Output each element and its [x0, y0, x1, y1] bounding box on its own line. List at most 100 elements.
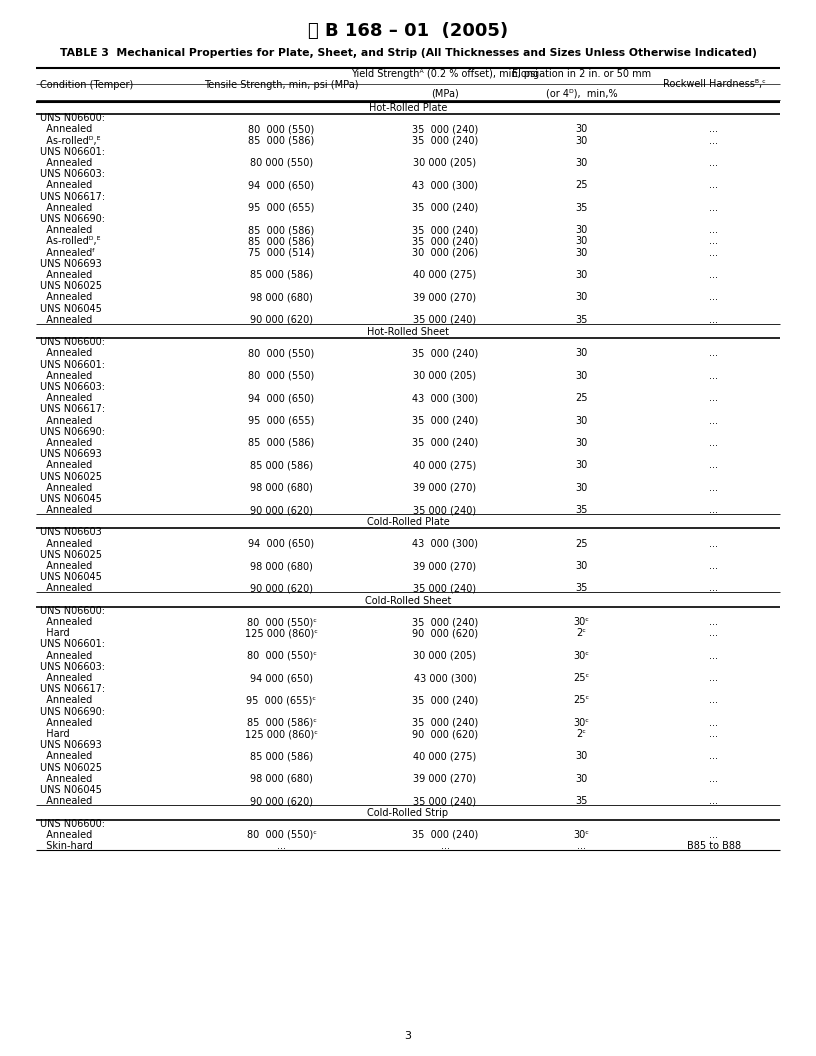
Text: 35: 35	[575, 203, 588, 212]
Text: 94  000 (650): 94 000 (650)	[248, 539, 314, 549]
Text: 43  000 (300): 43 000 (300)	[412, 539, 478, 549]
Text: 30: 30	[575, 371, 588, 381]
Text: 35: 35	[575, 584, 588, 593]
Text: 30ᶜ: 30ᶜ	[574, 617, 589, 627]
Text: 95  000 (655): 95 000 (655)	[248, 203, 315, 212]
Text: 85 000 (586): 85 000 (586)	[250, 752, 313, 761]
Text: ...: ...	[709, 371, 719, 381]
Text: 35  000 (240): 35 000 (240)	[412, 438, 478, 448]
Text: ...: ...	[709, 774, 719, 784]
Text: 35  000 (240): 35 000 (240)	[412, 617, 478, 627]
Text: 30 000 (205): 30 000 (205)	[414, 158, 477, 168]
Text: 30 000 (205): 30 000 (205)	[414, 650, 477, 661]
Text: Annealed: Annealed	[40, 505, 92, 515]
Text: B85 to B88: B85 to B88	[687, 841, 741, 851]
Text: UNS N06617:: UNS N06617:	[40, 404, 105, 414]
Text: UNS N06600:: UNS N06600:	[40, 337, 105, 347]
Text: ...: ...	[709, 225, 719, 235]
Text: UNS N06693: UNS N06693	[40, 740, 102, 750]
Text: ...: ...	[709, 181, 719, 190]
Text: UNS N06603: UNS N06603	[40, 528, 102, 538]
Text: 30: 30	[575, 125, 588, 134]
Text: 125 000 (860)ᶜ: 125 000 (860)ᶜ	[245, 628, 318, 638]
Text: ...: ...	[577, 841, 586, 851]
Text: 25ᶜ: 25ᶜ	[574, 673, 590, 683]
Text: 39 000 (270): 39 000 (270)	[414, 293, 477, 302]
Text: Annealed: Annealed	[40, 752, 92, 761]
Text: 40 000 (275): 40 000 (275)	[414, 460, 477, 470]
Text: 30: 30	[575, 774, 588, 784]
Text: ...: ...	[709, 696, 719, 705]
Text: ...: ...	[709, 348, 719, 358]
Text: ...: ...	[277, 841, 286, 851]
Text: Annealed: Annealed	[40, 371, 92, 381]
Text: ...: ...	[709, 584, 719, 593]
Text: 40 000 (275): 40 000 (275)	[414, 270, 477, 280]
Text: ...: ...	[709, 415, 719, 426]
Text: 90  000 (620): 90 000 (620)	[412, 628, 478, 638]
Text: 30: 30	[575, 561, 588, 571]
Text: 80  000 (550): 80 000 (550)	[248, 348, 315, 358]
Text: 30: 30	[575, 438, 588, 448]
Text: 35 000 (240): 35 000 (240)	[414, 315, 477, 325]
Text: UNS N06617:: UNS N06617:	[40, 191, 105, 202]
Text: Hard: Hard	[40, 729, 69, 739]
Text: TABLE 3  Mechanical Properties for Plate, Sheet, and Strip (All Thicknesses and : TABLE 3 Mechanical Properties for Plate,…	[60, 48, 756, 58]
Text: ...: ...	[709, 158, 719, 168]
Text: ...: ...	[709, 650, 719, 661]
Text: 30ᶜ: 30ᶜ	[574, 718, 589, 728]
Text: UNS N06025: UNS N06025	[40, 281, 102, 291]
Text: ...: ...	[709, 293, 719, 302]
Text: 35  000 (240): 35 000 (240)	[412, 135, 478, 146]
Text: Annealed: Annealed	[40, 125, 92, 134]
Text: Elongation in 2 in. or 50 mm: Elongation in 2 in. or 50 mm	[512, 69, 651, 79]
Text: 39 000 (270): 39 000 (270)	[414, 483, 477, 493]
Text: (or 4ᴰ),  min,%: (or 4ᴰ), min,%	[546, 89, 618, 98]
Text: 30: 30	[575, 752, 588, 761]
Text: 85  000 (586)ᶜ: 85 000 (586)ᶜ	[246, 718, 317, 728]
Text: 35: 35	[575, 796, 588, 806]
Text: ...: ...	[709, 505, 719, 515]
Text: Hot-Rolled Sheet: Hot-Rolled Sheet	[367, 327, 449, 337]
Text: 25: 25	[575, 539, 588, 549]
Text: 125 000 (860)ᶜ: 125 000 (860)ᶜ	[245, 729, 318, 739]
Text: ...: ...	[709, 135, 719, 146]
Text: UNS N06025: UNS N06025	[40, 472, 102, 482]
Text: 30: 30	[575, 237, 588, 246]
Text: Cold-Rolled Sheet: Cold-Rolled Sheet	[365, 596, 451, 606]
Text: 43  000 (300): 43 000 (300)	[412, 393, 478, 403]
Text: Annealed: Annealed	[40, 650, 92, 661]
Text: ...: ...	[709, 270, 719, 280]
Text: UNS N06600:: UNS N06600:	[40, 113, 105, 124]
Text: 80  000 (550)ᶜ: 80 000 (550)ᶜ	[246, 617, 317, 627]
Text: 80  000 (550): 80 000 (550)	[248, 125, 315, 134]
Text: Annealed: Annealed	[40, 539, 92, 549]
Text: 30: 30	[575, 247, 588, 258]
Text: 35 000 (240): 35 000 (240)	[414, 505, 477, 515]
Text: 98 000 (680): 98 000 (680)	[250, 774, 313, 784]
Text: 85 000 (586): 85 000 (586)	[250, 460, 313, 470]
Text: 90 000 (620): 90 000 (620)	[250, 584, 313, 593]
Text: ...: ...	[709, 203, 719, 212]
Text: ...: ...	[709, 393, 719, 403]
Text: 95  000 (655): 95 000 (655)	[248, 415, 315, 426]
Text: 98 000 (680): 98 000 (680)	[250, 483, 313, 493]
Text: ...: ...	[709, 315, 719, 325]
Text: 30: 30	[575, 483, 588, 493]
Text: As-rolledᴰ,ᴱ: As-rolledᴰ,ᴱ	[40, 237, 100, 246]
Text: 30: 30	[575, 158, 588, 168]
Text: ...: ...	[709, 628, 719, 638]
Text: 35  000 (240): 35 000 (240)	[412, 415, 478, 426]
Text: 30ᶜ: 30ᶜ	[574, 830, 589, 840]
Text: UNS N06600:: UNS N06600:	[40, 818, 105, 829]
Text: UNS N06045: UNS N06045	[40, 572, 102, 582]
Text: 90 000 (620): 90 000 (620)	[250, 796, 313, 806]
Text: 80  000 (550)ᶜ: 80 000 (550)ᶜ	[246, 830, 317, 840]
Text: UNS N06601:: UNS N06601:	[40, 640, 105, 649]
Text: 39 000 (270): 39 000 (270)	[414, 561, 477, 571]
Text: Annealed: Annealed	[40, 561, 92, 571]
Text: ...: ...	[709, 673, 719, 683]
Text: 30: 30	[575, 293, 588, 302]
Text: 35  000 (240): 35 000 (240)	[412, 718, 478, 728]
Text: Annealed: Annealed	[40, 158, 92, 168]
